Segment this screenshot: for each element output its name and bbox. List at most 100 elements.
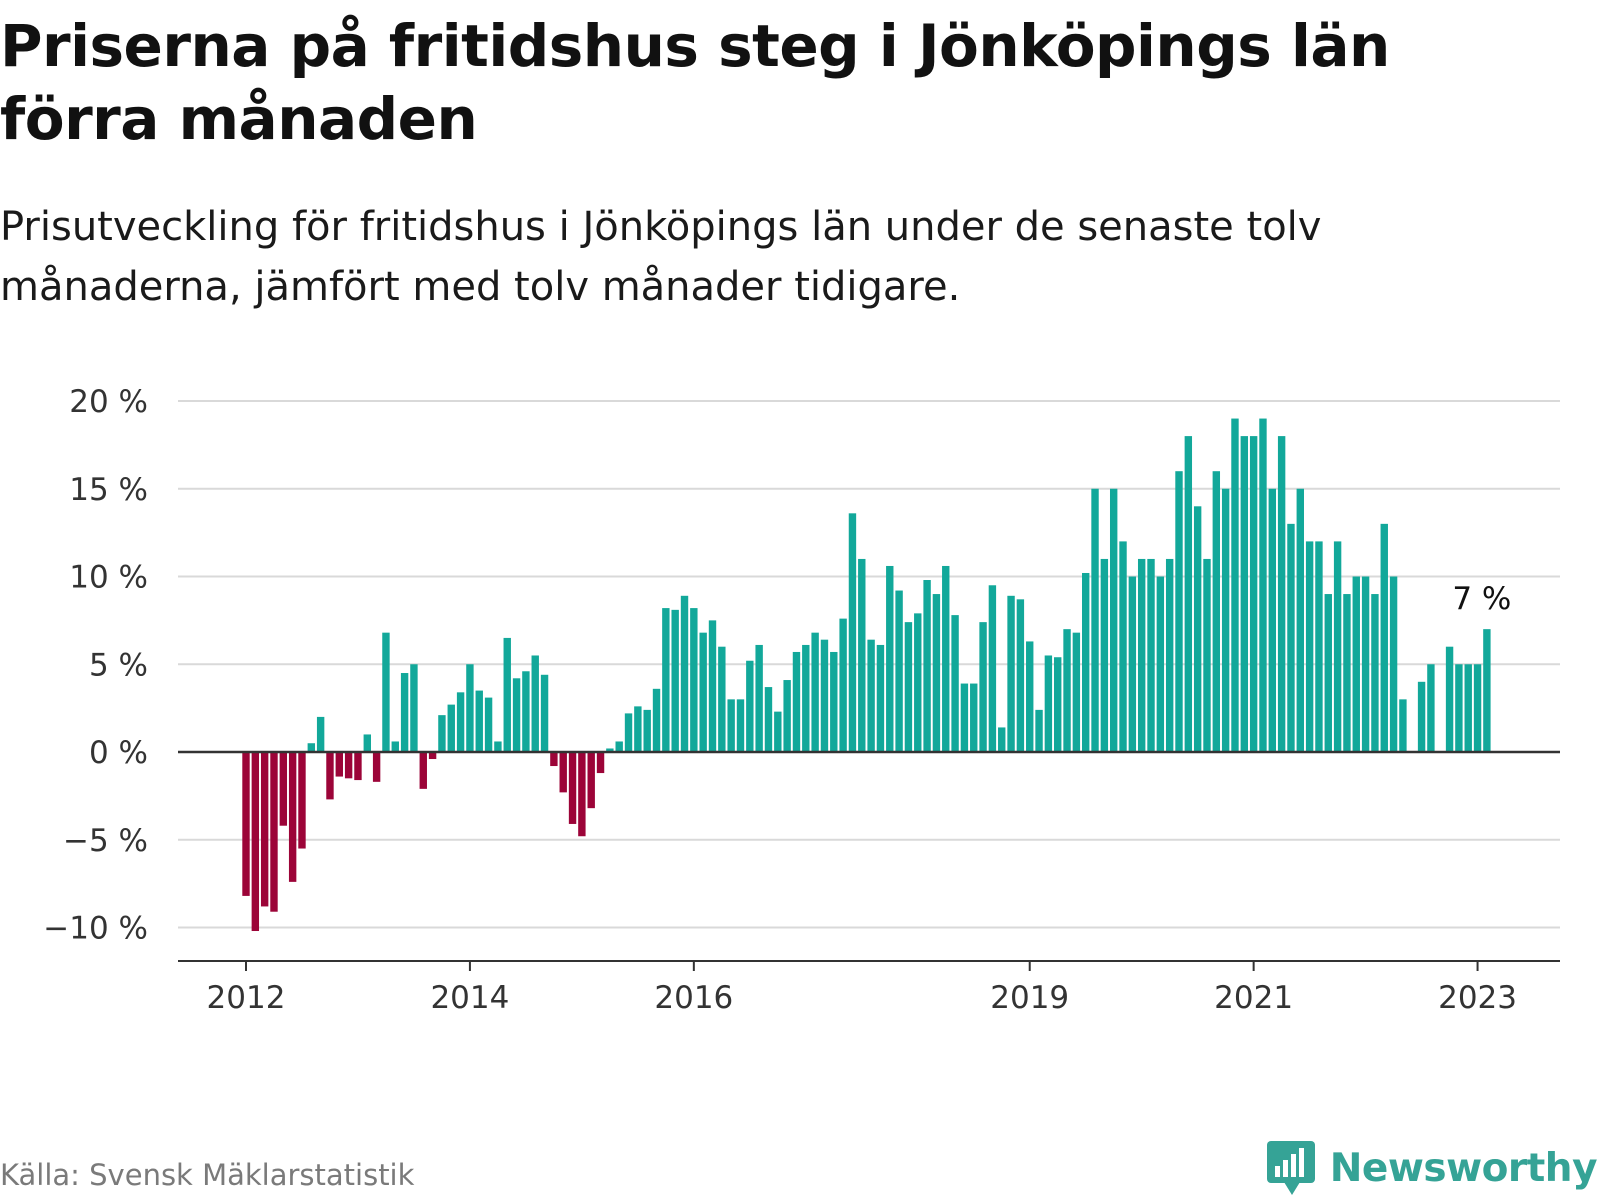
bar	[316, 716, 325, 752]
bar	[1184, 436, 1193, 752]
bar	[1473, 664, 1482, 752]
bar	[596, 752, 605, 774]
bar	[634, 706, 642, 752]
bar	[335, 752, 343, 777]
bar	[1343, 594, 1351, 752]
bar	[624, 713, 633, 752]
y-tick-label: 15 %	[69, 472, 148, 508]
x-tick-label: 2021	[1214, 980, 1293, 1016]
bar	[1333, 541, 1342, 752]
bar	[690, 608, 698, 752]
bar	[764, 687, 773, 753]
bar	[923, 580, 931, 752]
bar	[652, 688, 661, 752]
bar	[904, 622, 913, 752]
bar	[830, 651, 838, 753]
bar	[680, 595, 689, 752]
bar	[1109, 488, 1118, 752]
bar	[662, 608, 670, 752]
bar	[270, 752, 278, 912]
bar	[1249, 436, 1258, 752]
x-tick-label: 2014	[430, 980, 509, 1016]
bar	[615, 741, 623, 752]
bar	[484, 697, 493, 753]
bar	[1296, 488, 1304, 752]
bar	[643, 709, 651, 752]
bar	[1268, 488, 1276, 752]
bar	[307, 743, 316, 753]
bar	[1417, 681, 1426, 752]
bar	[372, 752, 381, 782]
bar	[1203, 558, 1211, 752]
bar	[1147, 558, 1155, 752]
bar	[1072, 632, 1081, 752]
bar	[970, 683, 978, 752]
bar	[1100, 558, 1109, 752]
bar	[1305, 541, 1314, 752]
bar	[1427, 664, 1435, 752]
bar	[1119, 541, 1127, 752]
bar	[494, 741, 502, 752]
annotations: 7 %	[1452, 581, 1511, 617]
bar	[1035, 709, 1043, 752]
bar	[886, 565, 894, 752]
chart-subtitle: Prisutveckling för fritidshus i Jönköpin…	[0, 204, 1322, 310]
bar	[279, 752, 288, 826]
bar	[568, 752, 577, 824]
bar	[503, 637, 511, 752]
bar	[839, 618, 847, 752]
bar	[755, 644, 763, 752]
bar	[326, 752, 334, 800]
x-tick-label: 2023	[1438, 980, 1517, 1016]
bar	[1399, 699, 1407, 752]
bar	[1193, 506, 1202, 752]
brand-name: Newsworthy	[1329, 1145, 1598, 1191]
bar	[988, 585, 997, 752]
bar	[1016, 599, 1025, 753]
bar	[1026, 641, 1034, 752]
bar	[1389, 576, 1398, 752]
bar	[951, 615, 959, 752]
bar	[1455, 664, 1463, 752]
bar	[1054, 657, 1062, 752]
bar	[242, 752, 250, 896]
bar	[1380, 523, 1388, 752]
bar	[1007, 595, 1015, 752]
bar	[456, 692, 465, 752]
bar	[914, 613, 922, 753]
bar	[354, 752, 362, 781]
y-tick-label: 20 %	[69, 384, 148, 420]
bar	[708, 620, 717, 753]
bar	[522, 671, 530, 752]
bar	[438, 715, 446, 752]
bar-chart: −10 % −5 % 0 % 5 % 10 % 15 % 20 % 2012 2014 2016…	[43, 384, 1560, 1016]
bar	[260, 752, 269, 907]
bar	[540, 674, 549, 752]
x-tick-label: 2012	[207, 980, 286, 1016]
y-tick-label: −5 %	[63, 823, 148, 859]
bar	[559, 752, 567, 793]
bar	[410, 664, 418, 752]
x-axis-labels: 2012 2014 2016 2019 2021 2023	[207, 980, 1517, 1016]
bar	[867, 639, 875, 752]
bar	[363, 734, 371, 752]
bar	[288, 752, 297, 882]
bar	[746, 660, 754, 752]
x-tick-label: 2019	[990, 980, 1069, 1016]
bar	[1352, 576, 1360, 752]
bar	[960, 683, 969, 752]
bar	[979, 622, 987, 752]
y-axis-labels: −10 % −5 % 0 % 5 % 10 % 15 % 20 %	[43, 384, 148, 947]
bar	[820, 639, 829, 752]
bar	[1212, 471, 1221, 752]
bar	[1091, 488, 1099, 752]
bar	[428, 752, 437, 760]
bar	[1231, 418, 1239, 752]
bar-chart-speech-bubble-icon	[1266, 1141, 1315, 1195]
bar	[578, 752, 586, 837]
y-tick-label: 10 %	[69, 560, 148, 596]
bar	[419, 752, 427, 789]
bar	[606, 748, 614, 752]
bar	[391, 741, 399, 752]
y-tick-label: 5 %	[89, 647, 148, 683]
